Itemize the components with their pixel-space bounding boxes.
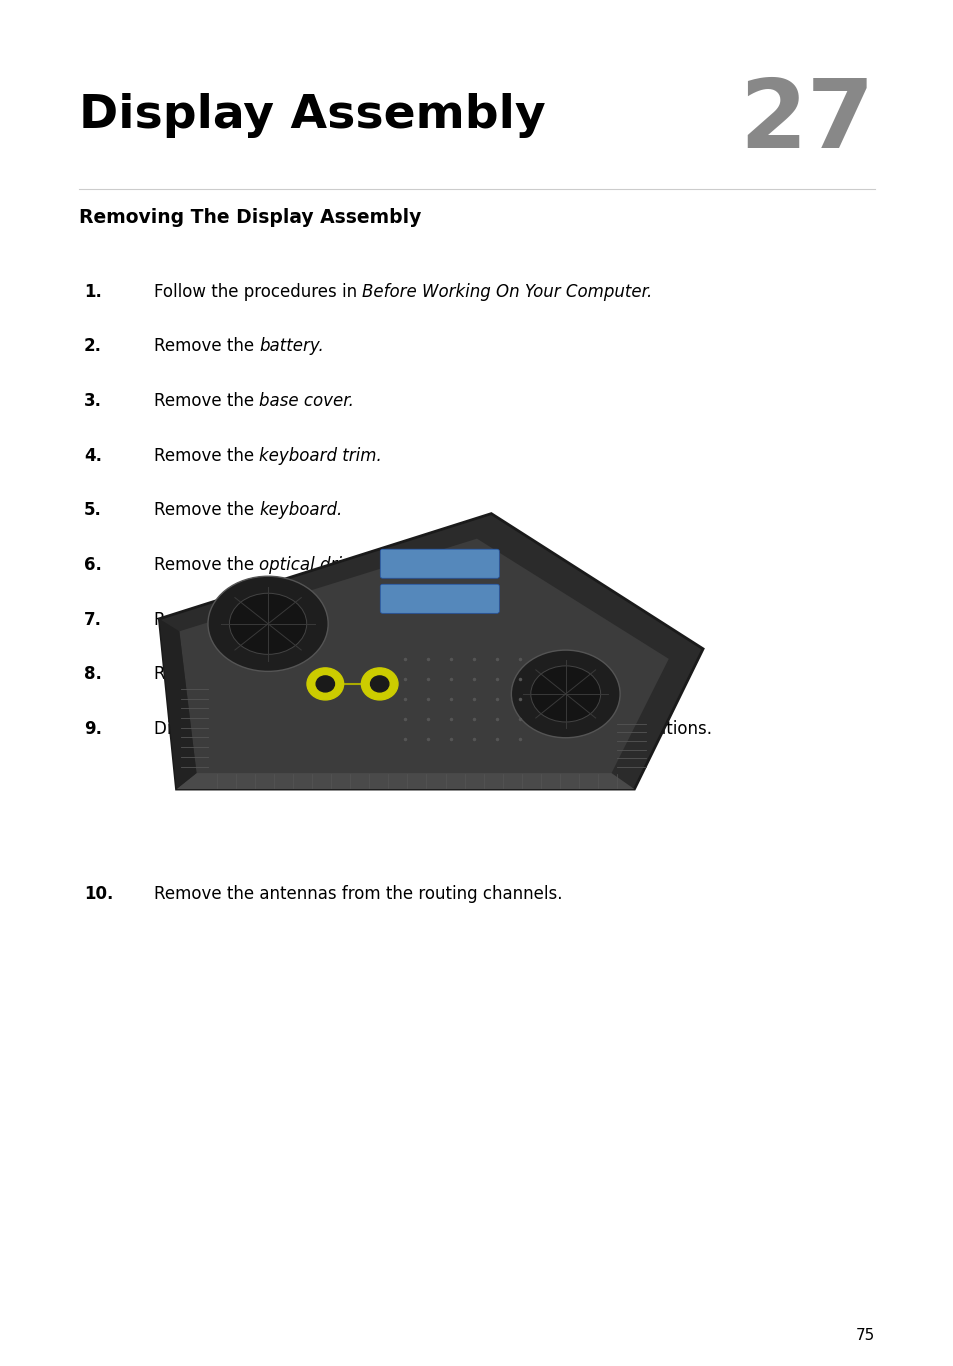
Text: palm rest.: palm rest.	[258, 665, 343, 683]
Polygon shape	[179, 538, 668, 773]
Text: Remove the: Remove the	[153, 501, 258, 519]
Text: Remove the: Remove the	[153, 556, 258, 574]
Text: optical drive.: optical drive.	[258, 556, 367, 574]
Circle shape	[307, 668, 343, 699]
Text: 7.: 7.	[84, 611, 102, 628]
Text: 1.: 1.	[84, 283, 102, 301]
Polygon shape	[159, 619, 196, 790]
Ellipse shape	[229, 593, 306, 654]
Polygon shape	[159, 514, 702, 790]
Circle shape	[315, 676, 335, 693]
FancyBboxPatch shape	[380, 585, 498, 613]
Text: hard drive: hard drive	[258, 611, 344, 628]
Text: Display Assembly: Display Assembly	[79, 93, 545, 138]
Text: Follow the procedures in: Follow the procedures in	[153, 283, 361, 301]
Text: Remove the: Remove the	[153, 665, 258, 683]
Circle shape	[370, 676, 389, 693]
Text: Remove the antennas from the routing channels.: Remove the antennas from the routing cha…	[153, 885, 561, 903]
Text: 10.: 10.	[84, 885, 113, 903]
Text: 9.: 9.	[84, 720, 102, 738]
Text: base cover.: base cover.	[258, 392, 354, 410]
Circle shape	[361, 668, 397, 699]
Text: 8.: 8.	[84, 665, 102, 683]
Text: 2.: 2.	[84, 337, 102, 355]
Polygon shape	[176, 773, 634, 790]
Text: battery.: battery.	[258, 337, 323, 355]
Text: keyboard.: keyboard.	[258, 501, 342, 519]
Text: Disconnect any antennas connected to installed wireless solutions.: Disconnect any antennas connected to ins…	[153, 720, 711, 738]
Text: 4.: 4.	[84, 447, 102, 464]
Text: 3.: 3.	[84, 392, 102, 410]
Ellipse shape	[511, 650, 619, 738]
Text: 5.: 5.	[84, 501, 102, 519]
Text: Before Working On Your Computer.: Before Working On Your Computer.	[361, 283, 652, 301]
Text: 27: 27	[739, 75, 874, 168]
Ellipse shape	[530, 665, 600, 723]
Text: Remove the: Remove the	[153, 392, 258, 410]
Text: Removing The Display Assembly: Removing The Display Assembly	[79, 208, 421, 227]
Text: keyboard trim.: keyboard trim.	[258, 447, 381, 464]
Text: 6.: 6.	[84, 556, 102, 574]
Text: 75: 75	[855, 1328, 874, 1343]
Ellipse shape	[208, 576, 328, 672]
Text: Remove the: Remove the	[153, 611, 258, 628]
FancyBboxPatch shape	[380, 549, 498, 578]
Text: Remove the: Remove the	[153, 447, 258, 464]
Text: Remove the: Remove the	[153, 337, 258, 355]
